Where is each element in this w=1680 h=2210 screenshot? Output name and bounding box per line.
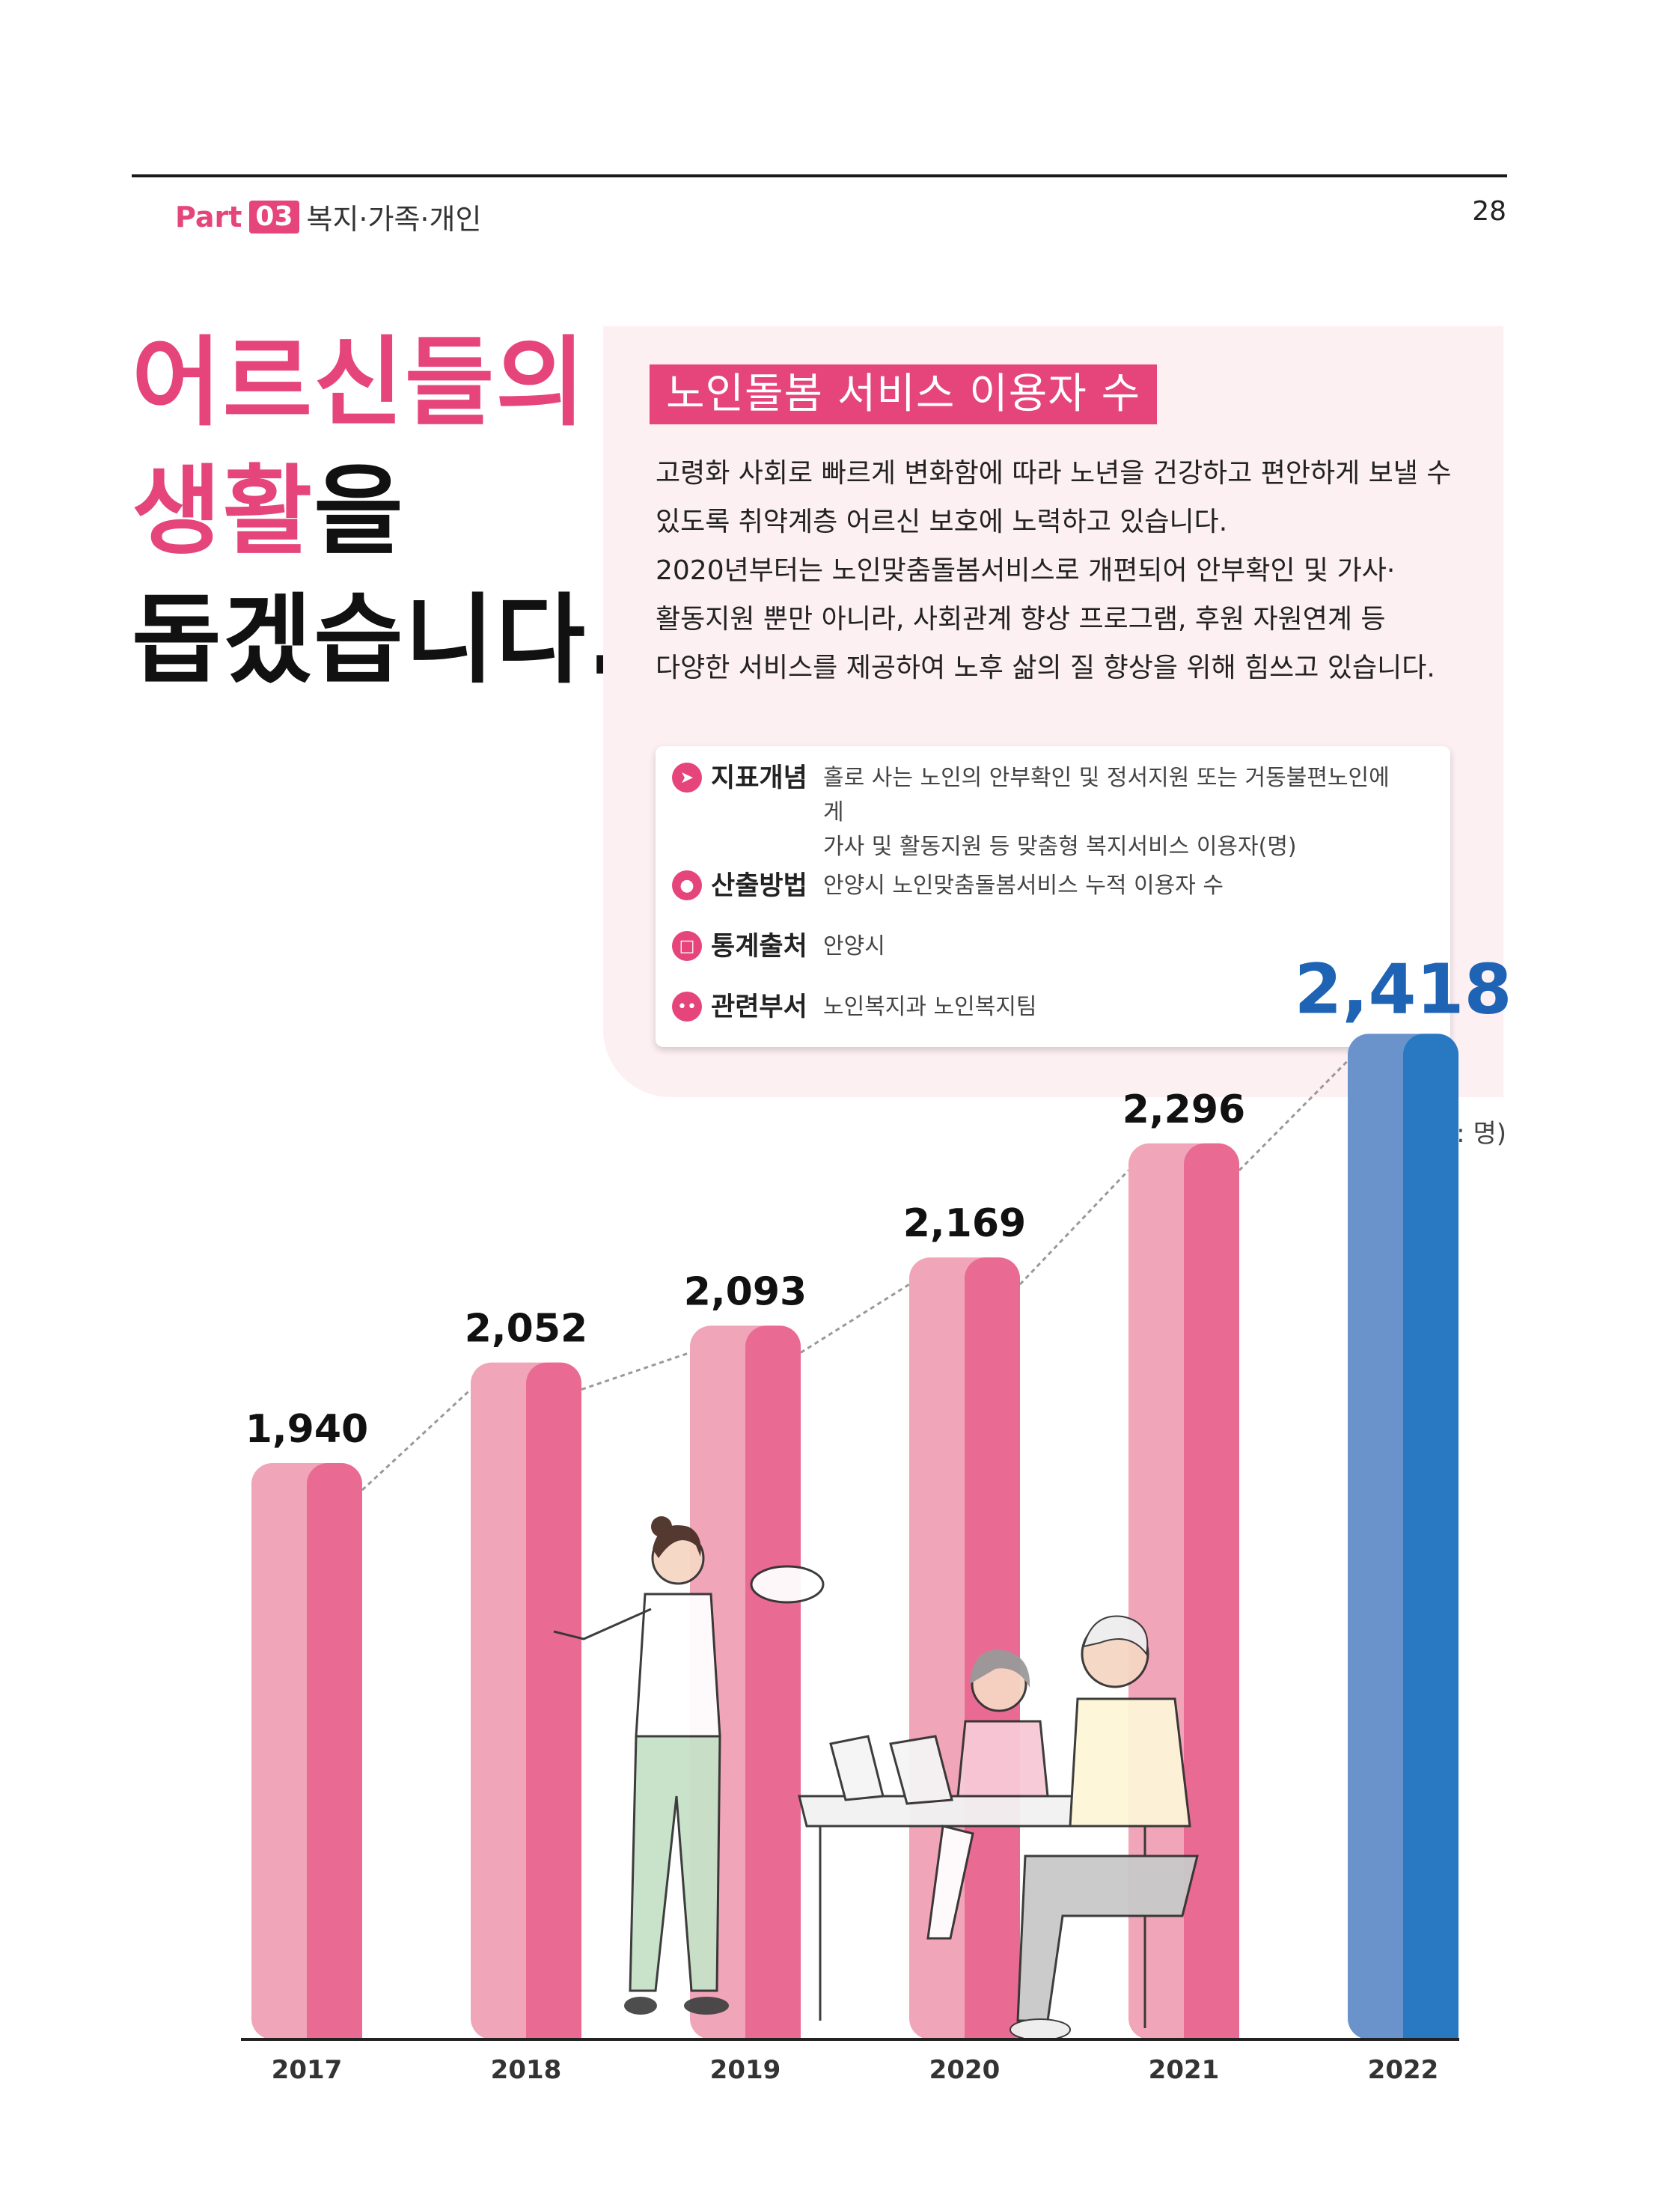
definition-label: 지표개념 [711,763,807,793]
info-body-line: 활동지원 뿐만 아니라, 사회관계 향상 프로그램, 후원 자원연계 등 [656,604,1386,635]
info-body-line: 2020년부터는 노인맞춤돌봄서비스로 개편되어 안부확인 및 가사· [656,555,1396,586]
bar-2020 [909,1257,1020,2039]
bar-right-fill [1403,1056,1458,2039]
trend-line-segment [1238,1060,1349,1171]
headline-line2: 생활을 [132,447,625,576]
grandfather-figure [1009,1615,1199,2041]
definition-row-method: ● 산출방법 안양시 노인맞춤돌봄서비스 누적 이용자 수 [672,869,1399,903]
part-label: Part 03 복지·가족·개인 [175,196,481,237]
header-rule [132,174,1507,177]
info-body-line: 고령화 사회로 빠르게 변화함에 따라 노년을 건강하고 편안하게 보낼 수 [656,458,1452,489]
speech-bubble-icon [750,1565,825,1604]
data-label: 2,169 [903,1201,1026,1246]
definition-label: 산출방법 [711,871,807,901]
definition-value: 홀로 사는 노인의 안부확인 및 정서지원 또는 거동불편노인에게 가사 및 활… [823,761,1399,864]
bar-right-fill [745,1348,801,2039]
headline-line3: 돕겠습니다. [132,583,626,697]
x-tick-label: 2022 [1368,2055,1439,2085]
people-icon: •• [672,992,702,1022]
x-tick-label: 2017 [272,2055,343,2085]
bar-2021 [1128,1143,1239,2039]
paper-plane-icon: ➤ [672,763,702,793]
definition-value-line: 가사 및 활동지원 등 맞춤형 복지서비스 이용자(명) [823,834,1297,860]
info-body: 고령화 사회로 빠르게 변화함에 따라 노년을 건강하고 편안하게 보낼 수 있… [656,449,1494,692]
x-tick-label: 2019 [710,2055,781,2085]
trend-line-segment [361,1388,472,1492]
x-tick-label: 2018 [491,2055,562,2085]
data-label: 2,418 [1294,949,1512,1029]
definition-value: 노인복지과 노인복지팀 [823,994,1037,1020]
trend-line-segment [581,1351,691,1391]
data-label: 2,296 [1122,1087,1245,1132]
presenter-figure [553,1516,729,2015]
headline: 어르신들의 생활을 돕겠습니다. [132,318,625,704]
part-prefix: Part [175,200,242,233]
definition-value: 안양시 노인맞춤돌봄서비스 누적 이용자 수 [823,873,1224,899]
trend-line-segment [1018,1169,1130,1286]
info-title: 노인돌봄 서비스 이용자 수 [650,364,1158,424]
bar-2022 [1348,1034,1458,2039]
x-tick-label: 2021 [1149,2055,1220,2085]
data-label: 2,093 [684,1269,807,1314]
info-body-line: 다양한 서비스를 제공하여 노후 삶의 질 향상을 위해 힘쓰고 있습니다. [656,653,1435,683]
x-tick-label: 2020 [929,2055,1001,2085]
chat-bubble-icon: ● [672,870,702,900]
definition-label: 관련부서 [711,992,807,1022]
info-body-line: 있도록 취약계층 어르신 보호에 노력하고 있습니다. [656,507,1228,537]
trend-line-segment [800,1283,910,1354]
definition-value-line: 홀로 사는 노인의 안부확인 및 정서지원 또는 거동불편노인에게 [823,765,1390,825]
definition-row-department: •• 관련부서 노인복지과 노인복지팀 [672,990,1399,1025]
page-number: 28 [1472,196,1506,227]
definition-row-concept: ➤ 지표개념 홀로 사는 노인의 안부확인 및 정서지원 또는 거동불편노인에게… [672,761,1399,864]
definition-card: ➤ 지표개념 홀로 사는 노인의 안부확인 및 정서지원 또는 거동불편노인에게… [656,746,1450,1047]
grandmother-figure [926,1649,1049,1940]
bar-2017 [251,1463,362,2039]
headline-line2-highlight: 생활 [132,454,314,568]
data-label: 1,940 [245,1407,368,1452]
bar-right-fill [526,1385,581,2039]
headline-line1: 어르신들의 [132,326,587,439]
definition-label: 통계출처 [711,932,807,962]
part-title: 복지·가족·개인 [306,203,482,236]
bar-right-fill [1184,1165,1239,2039]
definition-row-source: □ 통계출처 안양시 [672,930,1399,964]
definition-value: 안양시 [823,933,885,959]
bar-2018 [471,1362,581,2039]
monitor-icon: □ [672,931,702,961]
bar-right-fill [307,1486,362,2039]
data-label: 2,052 [465,1307,587,1352]
people-illustration [553,1516,1199,2041]
part-number-badge: 03 [249,200,299,233]
headline-line2-rest: 을 [314,454,405,568]
